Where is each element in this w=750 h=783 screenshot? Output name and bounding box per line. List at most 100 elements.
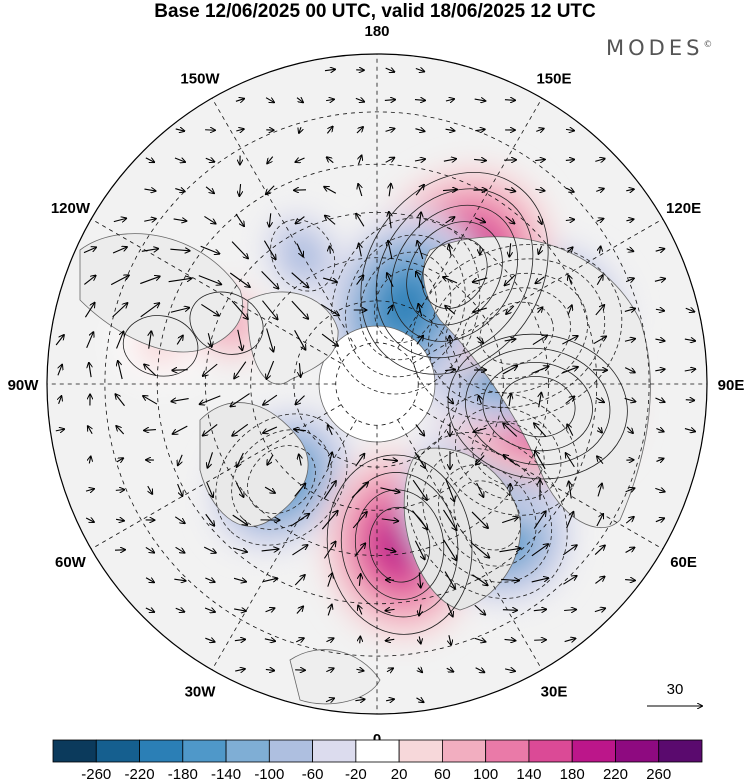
wind-vector [384,548,396,551]
wind-vector [446,396,453,404]
wind-vector [566,188,573,192]
wind-vector [445,129,455,131]
contour-line [359,251,452,361]
wind-vector [328,425,333,436]
wind-vector [419,636,420,643]
wind-vector [204,215,215,223]
colorbar-swatch [268,739,314,763]
wind-vector [266,360,275,379]
wind-vector [175,608,185,612]
longitude-label: 30W [185,684,217,701]
wind-vector [325,216,336,225]
colorbar-swatch [52,739,97,763]
wind-vector [359,244,362,257]
wind-vector [533,511,545,529]
longitude-label: 150W [180,70,220,87]
wind-vector [235,669,245,671]
colorbar: -260 -220 -180 -140 -100 -60 -20 20 60 100 140 180 2… [52,739,703,783]
wind-vector [598,427,602,432]
wind-vector [539,393,542,408]
wind-vector [355,454,365,467]
wind-vector [624,339,635,342]
wind-vector [449,635,451,645]
contour-line [375,188,534,359]
colorbar-tick-label: -140 [211,766,241,783]
colorbar-tick-label: -100 [254,766,284,783]
wind-vector [416,272,425,289]
longitude-label: 60E [670,554,697,571]
colorbar-swatch [441,739,487,763]
wind-vector [626,189,633,191]
wind-vector [330,246,331,254]
contour-line [330,217,481,395]
wind-vector [295,395,305,405]
wind-vector [205,513,215,525]
wind-vector [504,669,515,671]
wind-vector [415,185,424,196]
wind-vector [358,184,362,197]
wind-vector [387,306,393,315]
wind-vector [419,212,421,228]
wind-vector [292,545,307,556]
wind-vector [205,578,214,582]
wind-vector [263,426,278,433]
wind-vector [412,510,427,530]
wind-vector [116,426,125,435]
wind-vector [534,423,547,438]
wind-vector [625,517,634,524]
wind-vector [536,129,543,132]
wind-vector [504,189,515,192]
wind-vector [626,219,633,221]
wind-vector [624,398,636,401]
wind-vector [445,99,454,101]
wind-vector [239,184,240,196]
wind-vector [503,424,518,437]
wind-vector [203,363,218,376]
wind-vector [535,451,546,470]
wind-vector [624,309,635,312]
wind-vector [563,576,576,585]
longitude-label: 60W [55,554,87,571]
longitude-label: 180 [364,23,389,40]
wind-vector [535,189,544,191]
wind-vector [89,457,90,464]
wind-vector [291,272,309,288]
arctic-islands [247,291,339,385]
wind-vector [263,394,278,405]
wind-vector [565,397,575,404]
wind-vector [265,608,275,612]
wind-vector [145,578,154,583]
wind-vector [205,638,214,642]
colorbar-tick-label: 20 [391,766,408,783]
wind-vector [144,189,155,191]
wind-vector [234,361,247,379]
wind-vector [444,571,455,589]
wind-vector [173,425,188,434]
wind-vector [506,305,515,314]
wind-vector [233,578,246,581]
wind-vector [84,276,95,285]
meridian-line [412,404,663,550]
wind-vector [229,272,249,287]
wind-vector [358,156,361,165]
colorbar-tick-label: 140 [516,766,541,783]
wind-vector [237,452,244,467]
wind-vector [561,367,578,374]
wind-vector [235,482,243,497]
wind-vector [230,393,250,407]
wind-vector [355,699,364,700]
wind-vector [475,129,484,130]
wind-vector [175,189,184,192]
wind-vector [533,609,546,610]
wind-vector [145,608,154,612]
wind-vector [145,546,154,552]
wind-vector [321,511,337,530]
wind-vector [535,159,545,160]
wind-vector [324,69,335,70]
colorbar-tick-label: 220 [603,766,628,783]
wind-vector [538,245,541,254]
wind-vector [328,605,332,616]
wind-vector [355,98,364,101]
map-title: Base 12/06/2025 00 UTC, valid 18/06/2025… [154,1,596,22]
wind-vector [140,276,159,285]
